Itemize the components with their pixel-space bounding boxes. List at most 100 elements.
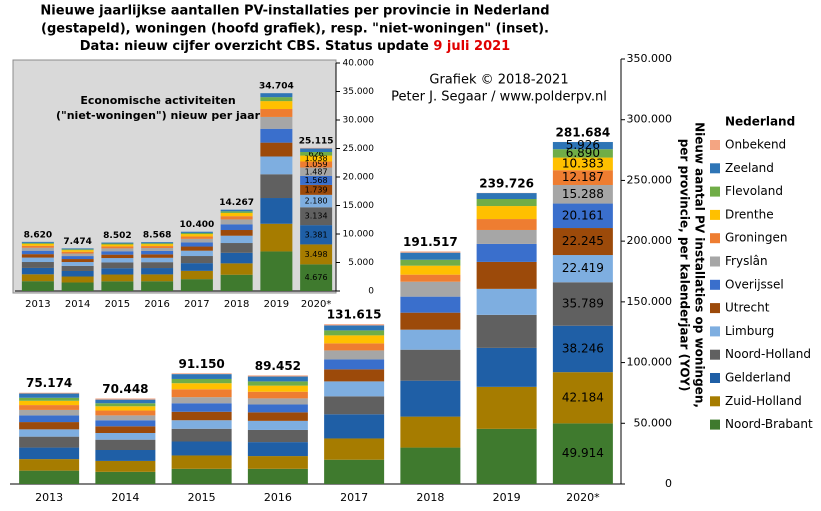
bar-segment — [260, 93, 293, 98]
bar-segment — [400, 349, 461, 381]
bar-segment — [476, 347, 537, 387]
legend-label: Noord-Brabant — [725, 417, 813, 431]
bar-segment — [61, 262, 94, 266]
legend-swatch — [710, 233, 720, 244]
bar-segment — [300, 161, 333, 168]
bar-segment — [260, 156, 293, 175]
bar-segment — [180, 231, 213, 233]
x-tick-label: 2020* — [566, 491, 600, 504]
legend-label: Utrecht — [725, 301, 770, 315]
data-label: 5.926 — [566, 138, 600, 152]
x-tick-label: 2019 — [493, 491, 521, 504]
bar-segment — [260, 128, 293, 143]
inset-annotation: ("niet-woningen") nieuw per jaar — [56, 109, 261, 122]
y-tick-label: 40.000 — [343, 59, 375, 69]
legend-swatch — [710, 279, 720, 290]
bar-segment — [141, 281, 174, 291]
y-tick-label: 35.000 — [343, 87, 375, 97]
bar-segment — [101, 251, 134, 255]
bar-segment — [476, 206, 537, 220]
bar-segment — [247, 375, 308, 377]
x-tick-label: 2015 — [188, 491, 216, 504]
bar-segment — [171, 428, 232, 442]
total-label: 7.474 — [63, 237, 91, 247]
bar-segment — [476, 428, 537, 484]
x-tick-label: 2015 — [105, 299, 130, 310]
data-label: 49.914 — [562, 446, 604, 460]
bar-segment — [21, 274, 54, 282]
bar-segment — [61, 259, 94, 263]
legend-swatch — [710, 303, 720, 314]
bar-segment — [247, 385, 308, 392]
bar-segment — [400, 416, 461, 448]
credit: Peter J. Segaar / www.polderpv.nl — [391, 90, 607, 105]
bar-segment — [101, 258, 134, 263]
data-label: 626 — [308, 149, 323, 158]
bar-segment — [95, 471, 156, 484]
chart-title: Data: nieuw cijfer overzicht CBS. Status… — [80, 39, 510, 54]
bar-segment — [21, 242, 54, 244]
data-label: 22.245 — [562, 234, 604, 248]
total-label: 25.115 — [299, 136, 334, 146]
data-label: 3.134 — [305, 212, 328, 221]
bar-segment — [220, 263, 253, 275]
bar-segment — [141, 250, 174, 255]
bar-segment — [101, 248, 134, 252]
bar-segment — [476, 386, 537, 429]
inset-annotation: Economische activiteiten — [80, 94, 235, 107]
bar-segment — [552, 325, 613, 373]
bar-segment — [180, 242, 213, 247]
bar-segment — [61, 249, 94, 251]
bar-segment — [324, 343, 385, 351]
bar-segment — [552, 282, 613, 326]
legend-label: Zeeland — [725, 161, 774, 175]
bar-segment — [260, 223, 293, 252]
bar-segment — [260, 116, 293, 129]
bar-segment — [300, 167, 333, 176]
bar-segment — [300, 207, 333, 226]
bar-segment — [400, 281, 461, 297]
legend-swatch — [710, 419, 720, 430]
chart-title: Nieuwe jaarlijkse aantallen PV-installat… — [40, 4, 549, 19]
bar-segment — [101, 242, 134, 244]
data-label: 6.890 — [566, 146, 600, 160]
bar-segment — [260, 101, 293, 110]
total-label: 191.517 — [403, 235, 458, 249]
bar-segment — [260, 97, 293, 102]
bar-segment — [300, 175, 333, 185]
bar-segment — [260, 174, 293, 199]
x-tick-label: 2014 — [65, 299, 90, 310]
bar-segment — [552, 184, 613, 204]
bar-segment — [101, 281, 134, 291]
x-tick-label: 2016 — [144, 299, 169, 310]
legend-label: Onbekend — [725, 138, 786, 152]
data-label: 2.180 — [305, 197, 328, 206]
x-tick-label: 2013 — [25, 299, 50, 310]
bar-segment — [400, 296, 461, 313]
bar-segment — [324, 330, 385, 336]
bar-segment — [247, 404, 308, 413]
legend-swatch — [710, 163, 720, 174]
bar-segment — [19, 405, 80, 410]
bar-segment — [19, 422, 80, 430]
bar-segment — [95, 433, 156, 440]
bar-segment — [180, 279, 213, 291]
bar-segment — [260, 198, 293, 224]
bar-segment — [19, 415, 80, 423]
bar-segment — [171, 383, 232, 390]
bar-segment — [220, 219, 253, 225]
bar-segment — [171, 373, 232, 375]
bar-segment — [171, 378, 232, 384]
bar-segment — [300, 244, 333, 265]
bar-segment — [21, 254, 54, 258]
bar-segment — [220, 209, 253, 212]
bar-segment — [476, 243, 537, 262]
bar-segment — [171, 397, 232, 404]
bar-segment — [19, 393, 80, 398]
bar-segment — [300, 148, 333, 152]
bar-segment — [476, 199, 537, 207]
bar-segment — [180, 250, 213, 257]
data-label: 38.246 — [562, 341, 604, 355]
legend-swatch — [710, 186, 720, 197]
bar-segment — [141, 254, 174, 258]
